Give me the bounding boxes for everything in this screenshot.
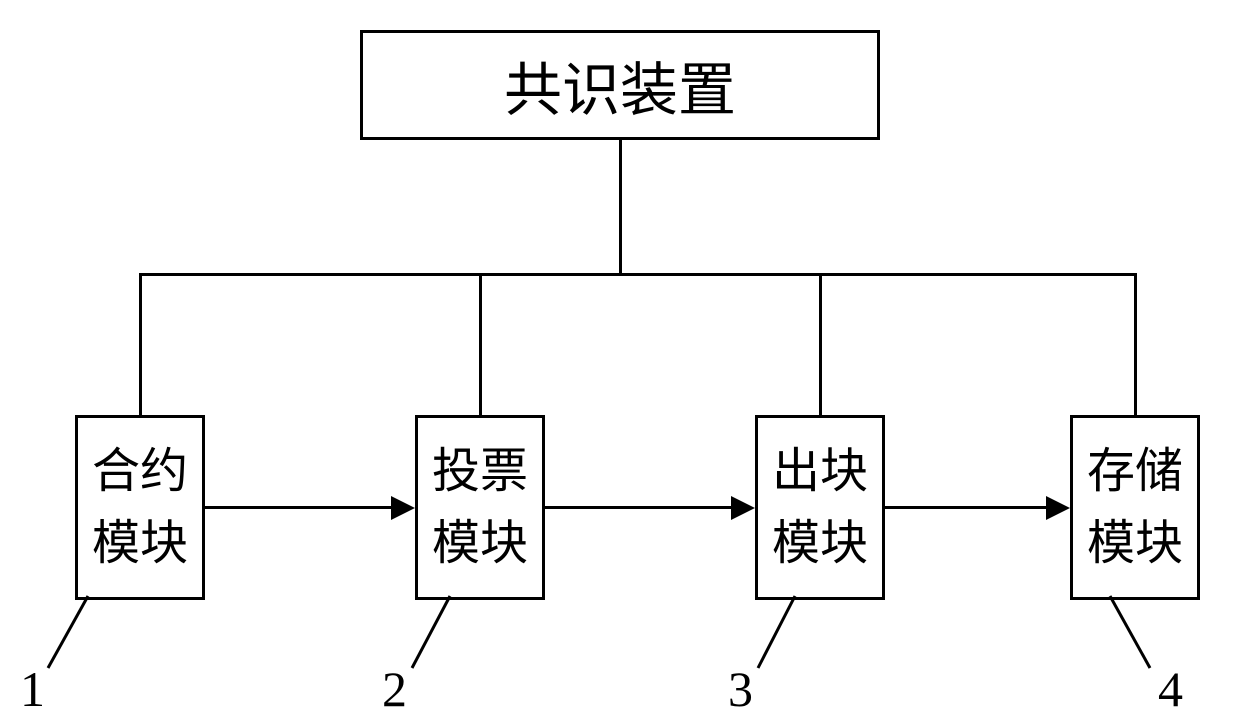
- arrow-line-1: [205, 506, 393, 509]
- ref-number-3: 3: [728, 660, 753, 718]
- parent-node: 共识装置: [360, 30, 880, 140]
- ref-number-2: 2: [382, 660, 407, 718]
- connector-drop-4: [1134, 273, 1137, 415]
- connector-bus: [139, 273, 1137, 276]
- child-label-3: 出块 模块: [772, 436, 868, 580]
- connector-drop-3: [819, 273, 822, 415]
- connector-drop-2: [479, 273, 482, 415]
- child-node-3: 出块 模块: [755, 415, 885, 600]
- ref-number-4: 4: [1158, 660, 1183, 718]
- child-label-4: 存储 模块: [1087, 436, 1183, 580]
- child-node-1: 合约 模块: [75, 415, 205, 600]
- connector-drop-1: [139, 273, 142, 415]
- ref-number-1: 1: [20, 660, 45, 718]
- connector-parent-stem: [619, 140, 622, 275]
- arrow-line-3: [885, 506, 1048, 509]
- child-node-2: 投票 模块: [415, 415, 545, 600]
- child-label-1: 合约 模块: [92, 436, 188, 580]
- child-node-4: 存储 模块: [1070, 415, 1200, 600]
- arrow-head-3: [1046, 496, 1070, 520]
- parent-label: 共识装置: [504, 43, 736, 127]
- arrow-head-1: [391, 496, 415, 520]
- arrow-head-2: [731, 496, 755, 520]
- child-label-2: 投票 模块: [432, 436, 528, 580]
- arrow-line-2: [545, 506, 733, 509]
